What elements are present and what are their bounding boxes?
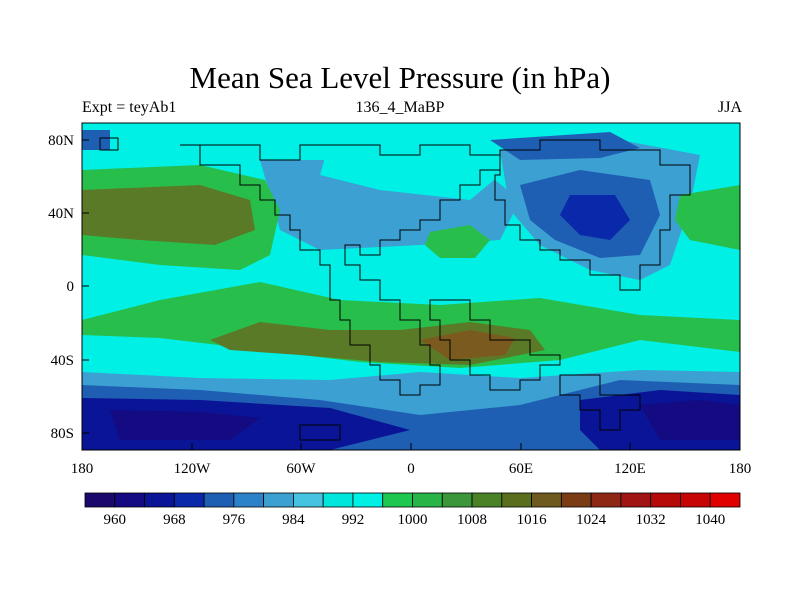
season-label: JJA — [717, 99, 742, 116]
y-tick-80s: 80S — [51, 426, 74, 442]
antarctic-peninsula-outline — [559, 374, 641, 431]
colorbar-swatch — [531, 492, 562, 508]
colorbar — [84, 492, 741, 508]
colorbar-label: 984 — [282, 512, 305, 528]
southern-high-core — [420, 330, 515, 360]
colorbar-swatch — [114, 492, 145, 508]
colorbar-label: 960 — [104, 512, 127, 528]
colorbar-label: 968 — [163, 512, 186, 528]
x-tick-180e: 180 — [729, 461, 752, 477]
asia-outline — [494, 139, 691, 291]
southern-low-west-core — [110, 410, 260, 440]
pressure-field — [82, 123, 740, 450]
colorbar-swatch — [382, 492, 413, 508]
colorbar-label: 992 — [342, 512, 365, 528]
colorbar-swatch — [84, 492, 116, 508]
colorbar-swatch — [203, 492, 235, 508]
colorbar-swatch — [709, 492, 741, 508]
colorbar-label: 976 — [223, 512, 246, 528]
experiment-label: Expt = teyAb1 — [82, 99, 177, 116]
southern-low-east-core — [640, 400, 740, 440]
southern-continent-outline — [429, 299, 561, 391]
axis-ticks — [81, 139, 741, 450]
colorbar-label: 1016 — [517, 512, 548, 528]
map-title: Mean Sea Level Pressure (in hPa) — [189, 60, 611, 95]
colorbar-swatch — [263, 492, 294, 508]
island-outline-2 — [99, 137, 119, 151]
colorbar-labels: 960 968 976 984 992 1000 1008 1016 1024 1032 1040 — [104, 512, 726, 528]
x-tick-120w: 120W — [174, 461, 212, 477]
colorbar-label: 1000 — [398, 512, 428, 528]
colorbar-swatch — [144, 492, 175, 508]
colorbar-label: 1008 — [457, 512, 487, 528]
colorbar-swatch — [501, 492, 532, 508]
arctic-cyan — [320, 140, 500, 200]
colorbar-swatch — [412, 492, 443, 508]
colorbar-label: 1032 — [636, 512, 666, 528]
colorbar-swatch — [173, 492, 205, 508]
colorbar-label: 1040 — [695, 512, 725, 528]
period-label: 136_4_MaBP — [355, 99, 445, 116]
mediterranean-high — [425, 225, 490, 258]
north-pacific-high-core — [82, 185, 255, 245]
colorbar-swatch — [441, 492, 473, 508]
colorbar-swatch — [471, 492, 503, 508]
nw-blue-patch — [82, 130, 110, 150]
arctic-blue — [490, 132, 640, 160]
colorbar-swatch — [233, 492, 265, 508]
colorbar-swatch — [293, 492, 324, 508]
continent-outlines — [99, 137, 691, 441]
colorbar-swatch — [590, 492, 622, 508]
asian-low-core — [560, 195, 630, 240]
x-tick-0: 0 — [407, 461, 415, 477]
x-tick-120e: 120E — [614, 461, 646, 477]
colorbar-label: 1024 — [576, 512, 607, 528]
colorbar-swatch — [322, 492, 354, 508]
colorbar-swatch — [680, 492, 711, 508]
y-tick-40n: 40N — [48, 206, 74, 222]
colorbar-swatch — [620, 492, 652, 508]
x-tick-180w: 180 — [71, 461, 94, 477]
east-pacific-high — [675, 185, 740, 250]
x-tick-60e: 60E — [509, 461, 533, 477]
colorbar-swatch — [650, 492, 681, 508]
y-tick-0: 0 — [67, 279, 75, 295]
colorbar-swatch — [352, 492, 384, 508]
y-tick-80n: 80N — [48, 133, 74, 149]
island-outline-1 — [299, 424, 341, 441]
colorbar-swatch — [560, 492, 592, 508]
y-tick-40s: 40S — [51, 353, 74, 369]
x-tick-60w: 60W — [286, 461, 316, 477]
